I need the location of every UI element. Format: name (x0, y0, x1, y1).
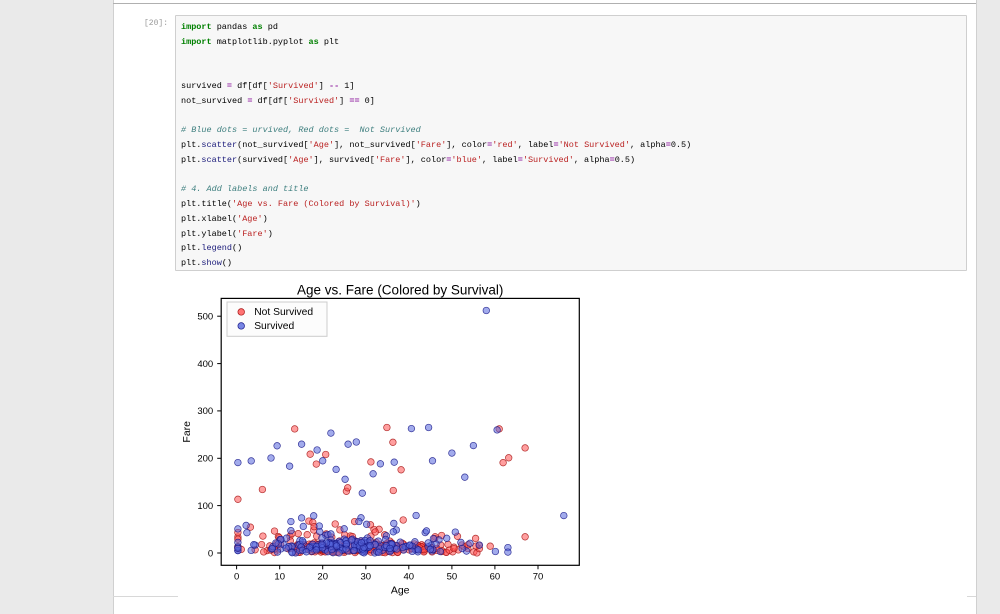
svg-text:30: 30 (361, 571, 372, 582)
svg-text:70: 70 (533, 571, 544, 582)
svg-text:400: 400 (197, 359, 213, 370)
svg-text:50: 50 (447, 571, 458, 582)
svg-text:0: 0 (234, 571, 239, 582)
svg-text:500: 500 (197, 312, 213, 323)
svg-text:20: 20 (317, 571, 328, 582)
svg-text:60: 60 (490, 571, 501, 582)
svg-text:Age: Age (391, 584, 410, 596)
svg-text:0: 0 (208, 548, 213, 559)
svg-text:Survived: Survived (254, 321, 294, 332)
svg-text:200: 200 (197, 454, 213, 465)
svg-text:300: 300 (197, 406, 213, 417)
svg-text:100: 100 (197, 501, 213, 512)
svg-text:Age vs. Fare (Colored by Survi: Age vs. Fare (Colored by Survival) (297, 283, 503, 298)
svg-text:10: 10 (274, 571, 285, 582)
svg-text:Fare: Fare (181, 421, 193, 443)
svg-text:Not Survived: Not Survived (254, 307, 313, 318)
svg-text:40: 40 (404, 571, 415, 582)
